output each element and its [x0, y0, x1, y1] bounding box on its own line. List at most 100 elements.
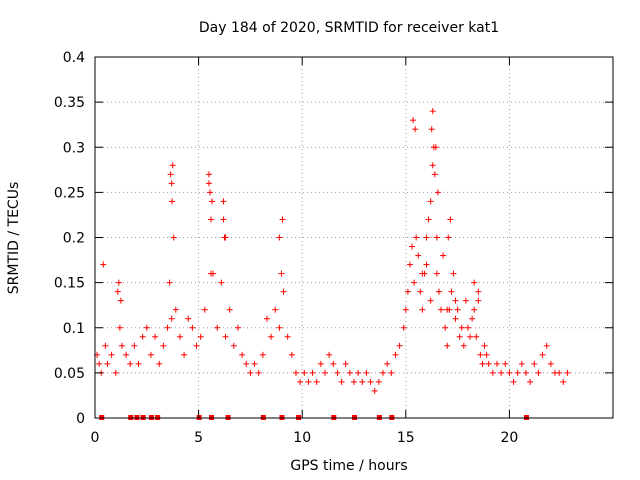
data-point: [535, 369, 542, 376]
y-tick-label: 0.3: [63, 140, 85, 156]
x-tick-label: 20: [500, 430, 518, 446]
data-point: [481, 342, 488, 349]
data-point: [197, 333, 204, 340]
data-point: [475, 288, 482, 295]
data-point: [112, 369, 119, 376]
data-point: [301, 369, 308, 376]
data-point: [220, 198, 227, 205]
data-point: [164, 324, 171, 331]
data-point: [230, 342, 237, 349]
x-axis-label: GPS time / hours: [290, 458, 407, 474]
data-point: [139, 333, 146, 340]
data-point: [104, 360, 111, 367]
data-point: [502, 360, 509, 367]
data-point: [209, 198, 216, 205]
chart-title: Day 184 of 2020, SRMTID for receiver kat…: [199, 20, 499, 36]
data-point: [467, 333, 474, 340]
data-point: [444, 306, 451, 313]
data-point: [351, 378, 357, 385]
data-point: [423, 261, 430, 268]
data-point: [172, 306, 179, 313]
data-point: [201, 306, 208, 313]
data-point: [251, 360, 258, 367]
data-point: [206, 189, 213, 196]
data-point: [367, 378, 374, 385]
data-point: [176, 333, 183, 340]
data-point: [464, 324, 471, 331]
data-point: [276, 234, 283, 241]
data-point: [305, 378, 312, 385]
data-point: [169, 198, 176, 205]
data-point: [114, 288, 121, 295]
data-point: [454, 306, 461, 313]
data-point: [406, 261, 413, 268]
data-point: [166, 279, 173, 286]
data-point: [388, 369, 395, 376]
data-point: [429, 162, 436, 169]
data-point: [415, 252, 422, 259]
data-point: [431, 171, 438, 178]
data-point: [117, 297, 124, 304]
data-point: [427, 198, 434, 205]
data-point: [498, 369, 505, 376]
data-point: [156, 360, 163, 367]
data-point: [440, 252, 447, 259]
data-point: [392, 351, 399, 358]
data-point: [147, 351, 154, 358]
data-point: [205, 171, 212, 178]
data-point: [268, 333, 275, 340]
x-tick-label: 15: [397, 430, 415, 446]
data-point: [276, 324, 283, 331]
data-point: [208, 270, 215, 277]
data-point: [404, 288, 411, 295]
axis-ticks: 0 0.05 0.1 0.15 0.2 0.25 0.3 0.35 0.4 0 5 10 15 20: [54, 50, 613, 446]
data-point: [485, 360, 492, 367]
data-point: [419, 306, 426, 313]
data-point: [471, 279, 478, 286]
data-point: [330, 360, 337, 367]
data-point: [522, 369, 529, 376]
data-point: [506, 369, 513, 376]
data-point: [167, 171, 174, 178]
data-point: [442, 324, 449, 331]
data-point: [160, 342, 167, 349]
data-point: [518, 360, 525, 367]
data-point: [346, 369, 353, 376]
data-point: [473, 333, 480, 340]
data-point: [247, 369, 254, 376]
data-point: [100, 261, 107, 268]
data-point: [181, 351, 188, 358]
data-point: [493, 360, 500, 367]
data-point: [279, 216, 286, 223]
data-point: [259, 351, 266, 358]
data-point: [564, 369, 571, 376]
data-point: [425, 216, 432, 223]
data-point: [292, 369, 299, 376]
data-point: [185, 315, 192, 322]
y-tick-label: 0: [76, 411, 85, 427]
data-point: [433, 234, 440, 241]
y-tick-label: 0.25: [54, 185, 85, 201]
x-tick-label: 10: [293, 430, 311, 446]
data-point: [413, 234, 420, 241]
data-point: [432, 144, 439, 151]
data-point: [412, 126, 419, 133]
data-point: [435, 288, 442, 295]
data-point: [489, 369, 496, 376]
data-point: [371, 387, 378, 394]
data-point: [384, 360, 391, 367]
data-point: [239, 351, 246, 358]
data-point: [135, 360, 142, 367]
data-point: [355, 369, 362, 376]
data-point: [434, 189, 441, 196]
data-point: [410, 117, 417, 124]
data-point: [108, 351, 115, 358]
data-point: [423, 234, 430, 241]
y-tick-label: 0.4: [63, 50, 85, 66]
y-axis-label: SRMTID / TECUs: [6, 182, 22, 295]
data-point: [469, 315, 476, 322]
y-tick-label: 0.2: [63, 231, 85, 247]
data-point: [284, 333, 291, 340]
data-point: [456, 333, 463, 340]
data-point: [123, 351, 130, 358]
